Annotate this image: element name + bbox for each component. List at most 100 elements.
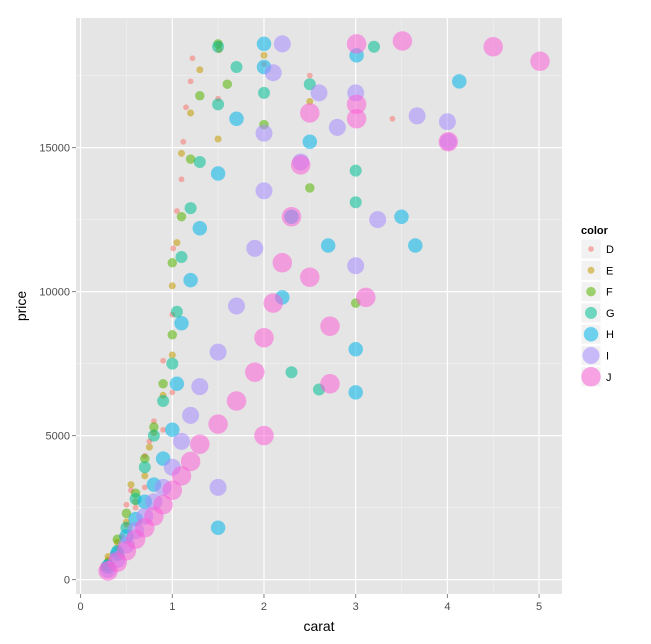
data-point-E xyxy=(260,51,268,59)
data-point-J xyxy=(290,155,311,175)
data-point-F xyxy=(305,183,315,193)
x-tick-label: 3 xyxy=(353,601,359,613)
data-point-J xyxy=(153,494,173,515)
data-point-I xyxy=(209,478,227,496)
data-point-F xyxy=(222,79,233,89)
data-point-D xyxy=(141,484,148,491)
x-tick-label: 2 xyxy=(261,601,267,613)
data-point-D xyxy=(132,504,139,511)
data-point-J xyxy=(208,414,228,434)
data-point-G xyxy=(349,196,362,209)
data-point-D xyxy=(160,426,166,433)
data-point-D xyxy=(180,138,187,145)
data-point-J xyxy=(190,434,210,454)
data-point-G xyxy=(212,98,225,111)
data-point-G xyxy=(349,164,362,177)
data-point-E xyxy=(196,66,204,74)
data-point-F xyxy=(158,379,168,389)
data-point-H xyxy=(165,422,180,438)
data-point-J xyxy=(300,103,320,123)
data-point-D xyxy=(389,115,396,122)
data-point-G xyxy=(285,366,298,379)
data-point-G xyxy=(193,156,206,168)
data-point-J xyxy=(180,451,201,472)
data-point-I xyxy=(408,107,426,125)
data-point-H xyxy=(229,111,244,127)
legend-symbol-D xyxy=(588,246,594,252)
data-point-J xyxy=(254,425,274,446)
x-axis: 0 1 2 3 4 5 xyxy=(78,594,542,613)
data-point-H xyxy=(169,376,185,392)
data-point-I xyxy=(255,124,273,142)
data-point-G xyxy=(147,429,160,442)
legend-label-I: I xyxy=(606,351,609,363)
data-point-F xyxy=(121,508,132,519)
data-point-H xyxy=(452,74,467,89)
data-point-I xyxy=(182,406,200,424)
legend-title: color xyxy=(581,225,609,237)
data-point-J xyxy=(320,316,340,336)
data-point-H xyxy=(348,385,363,400)
data-point-H xyxy=(174,316,189,331)
data-point-E xyxy=(141,472,149,480)
x-tick-label: 1 xyxy=(169,601,175,613)
data-point-D xyxy=(183,104,189,111)
data-point-I xyxy=(369,211,387,229)
data-point-D xyxy=(169,389,176,396)
data-point-I xyxy=(246,239,264,257)
data-point-H xyxy=(408,238,423,253)
data-point-J xyxy=(356,287,376,308)
data-point-I xyxy=(273,35,291,53)
legend-symbol-G xyxy=(585,306,597,319)
data-point-I xyxy=(228,297,245,315)
legend-label-H: H xyxy=(606,329,614,341)
data-point-G xyxy=(170,305,183,318)
data-point-H xyxy=(302,134,318,150)
data-point-J xyxy=(346,34,367,54)
data-point-J xyxy=(392,31,413,51)
data-point-E xyxy=(173,239,181,247)
data-point-G xyxy=(258,86,270,99)
y-tick-label: 5000 xyxy=(46,431,70,443)
data-point-E xyxy=(168,351,176,359)
data-point-E xyxy=(178,149,185,157)
data-point-J xyxy=(245,362,265,382)
x-tick-label: 0 xyxy=(78,601,84,613)
data-point-D xyxy=(306,72,313,79)
data-point-J xyxy=(226,391,247,411)
data-point-G xyxy=(368,40,380,53)
data-point-J xyxy=(272,253,293,273)
data-point-E xyxy=(168,282,176,290)
data-point-E xyxy=(127,481,135,489)
data-point-I xyxy=(209,343,227,361)
legend-label-E: E xyxy=(606,265,613,277)
data-point-F xyxy=(167,258,178,268)
data-point-I xyxy=(310,84,328,102)
data-point-I xyxy=(328,118,346,136)
legend-label-F: F xyxy=(606,287,613,299)
data-point-H xyxy=(348,341,363,357)
data-point-D xyxy=(178,176,185,183)
data-point-E xyxy=(145,443,153,451)
data-point-J xyxy=(483,37,503,57)
data-point-H xyxy=(256,36,272,52)
legend-label-G: G xyxy=(606,308,615,320)
data-point-J xyxy=(346,94,367,115)
data-point-J xyxy=(438,132,459,152)
data-point-F xyxy=(185,154,196,164)
y-tick-label: 10000 xyxy=(39,287,70,299)
data-point-J xyxy=(320,374,340,394)
data-point-D xyxy=(187,78,194,85)
data-point-H xyxy=(394,209,409,224)
data-point-J xyxy=(300,267,320,287)
legend-symbol-H xyxy=(583,326,599,342)
data-point-I xyxy=(438,113,456,131)
data-point-I xyxy=(347,257,365,275)
y-axis: 0 5000 10000 15000 xyxy=(39,143,76,587)
legend-symbol-E xyxy=(587,266,595,274)
y-axis-title: price xyxy=(13,291,29,322)
data-point-F xyxy=(149,422,159,432)
data-point-G xyxy=(175,251,188,263)
